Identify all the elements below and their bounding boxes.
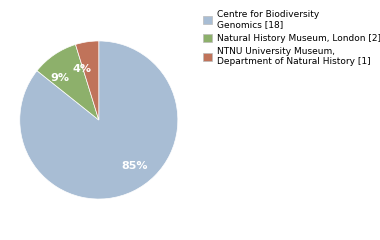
Legend: Centre for Biodiversity
Genomics [18], Natural History Museum, London [2], NTNU : Centre for Biodiversity Genomics [18], N… [202, 9, 380, 67]
Text: 9%: 9% [51, 72, 70, 83]
Text: 85%: 85% [121, 161, 147, 171]
Text: 4%: 4% [72, 64, 91, 74]
Wedge shape [76, 41, 99, 120]
Wedge shape [20, 41, 178, 199]
Wedge shape [37, 44, 99, 120]
